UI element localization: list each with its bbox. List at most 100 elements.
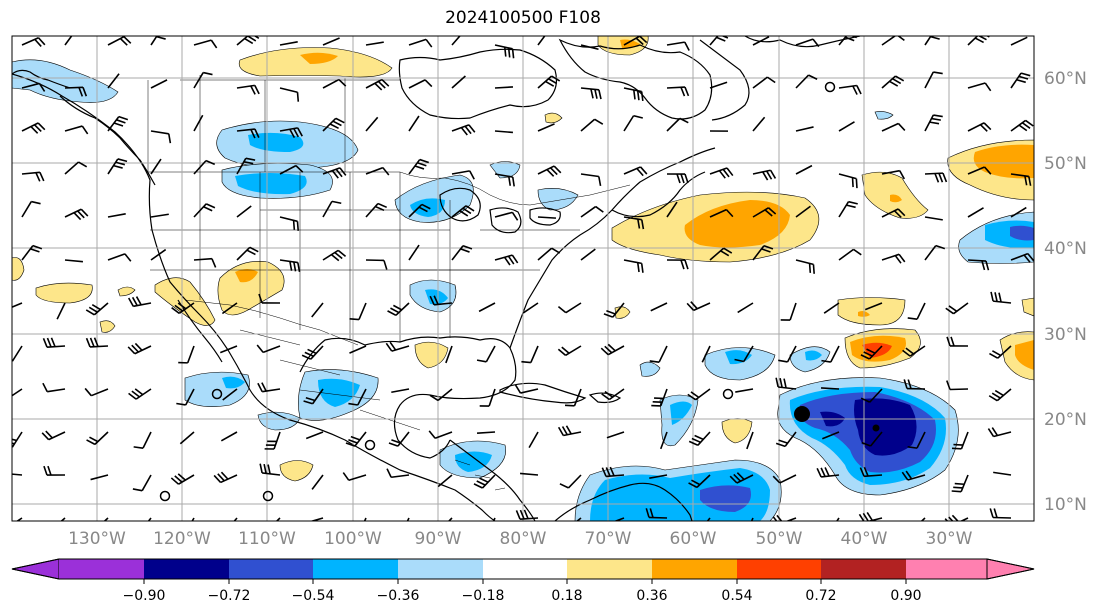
- wind-barb-staff: [519, 517, 539, 520]
- wind-barb-staff: [365, 78, 383, 89]
- wind-barb-feather: [894, 255, 902, 264]
- wind-barb-feather: [639, 36, 648, 44]
- wind-barb-staff: [437, 474, 453, 488]
- lon-label: 80°W: [500, 529, 547, 549]
- wind-barb-staff: [220, 431, 238, 442]
- wind-barb-staff: [365, 203, 379, 218]
- wind-barb-feather: [691, 479, 701, 486]
- wind-barb-feather: [392, 304, 403, 311]
- wind-barb-feather: [47, 465, 52, 476]
- wind-barb-feather: [545, 80, 555, 87]
- wind-barb-staff: [779, 474, 797, 484]
- wind-barb-feather: [934, 173, 940, 183]
- wind-barb-staff: [365, 166, 384, 175]
- wind-barb-staff: [322, 78, 340, 89]
- wind-barb-feather: [331, 170, 339, 179]
- wind-barb-feather: [0, 522, 7, 528]
- wind-barb-feather: [30, 248, 40, 253]
- wind-barb-staff: [778, 386, 797, 390]
- wind-barb-staff: [492, 517, 496, 521]
- colorbar-tick-label: −0.18: [462, 588, 505, 604]
- wind-barb-feather: [979, 124, 988, 132]
- wind-barb-feather: [377, 80, 386, 89]
- wind-barb-feather: [254, 85, 260, 95]
- wind-barb-feather: [990, 291, 994, 302]
- wind-barb-staff: [709, 208, 727, 218]
- wind-barb-feather: [549, 31, 558, 34]
- wind-barb-feather: [766, 170, 773, 180]
- wind-barb-feather: [503, 256, 511, 266]
- wind-barb-feather: [994, 292, 998, 302]
- wind-barb-staff: [967, 166, 985, 175]
- wind-barb-feather: [860, 397, 871, 403]
- colorbar-tick-label: 0.90: [890, 588, 921, 604]
- wind-barb-staff: [784, 431, 797, 447]
- wind-barb-feather: [511, 176, 515, 187]
- fill-neg-medium: [318, 378, 360, 407]
- colorbar-segment: [821, 559, 906, 579]
- wind-barb-feather: [821, 359, 831, 363]
- wind-barb-staff: [133, 302, 152, 308]
- fill-neg-medium: [425, 289, 448, 305]
- colorbar-tick-label: 0.72: [805, 588, 836, 604]
- colorbar-tick-label: 0.54: [721, 588, 752, 604]
- wind-barb-feather: [478, 533, 487, 534]
- wind-barb-feather: [946, 336, 951, 347]
- wind-barb-feather: [293, 128, 300, 138]
- wind-barb-feather: [609, 466, 615, 477]
- wind-barb-feather: [165, 36, 168, 37]
- wind-barb-staff: [107, 213, 126, 218]
- wind-barb-feather: [636, 90, 640, 101]
- wind-barb-feather: [641, 219, 645, 230]
- wind-barb-staff: [575, 517, 582, 521]
- wind-barb-feather: [557, 306, 567, 314]
- wind-barb-feather: [507, 255, 515, 265]
- wind-barb-feather: [123, 36, 132, 44]
- wind-barb-feather: [684, 41, 690, 51]
- wind-barb-feather: [606, 310, 616, 315]
- wind-barb-staff: [864, 302, 883, 311]
- wind-barb-staff: [56, 302, 66, 320]
- fill-pos-medium: [300, 52, 338, 64]
- wind-barb-feather: [30, 125, 39, 134]
- wind-barb-feather: [991, 392, 1001, 399]
- wind-barb-staff: [863, 474, 883, 478]
- wind-barb-staff: [322, 117, 337, 132]
- wind-barb-feather: [267, 464, 271, 475]
- wind-barb-feather: [303, 400, 313, 405]
- political-boundaries: [147, 75, 631, 491]
- calm-circle: [262, 490, 274, 502]
- wind-barb-feather: [951, 490, 962, 493]
- wind-barb-staff: [823, 302, 840, 314]
- wind-barb-feather: [604, 390, 614, 398]
- wind-barb-feather: [939, 36, 942, 37]
- wind-barb-staff: [64, 86, 84, 89]
- labrador: [699, 39, 750, 121]
- wind-barb-staff: [93, 302, 109, 316]
- wind-barb-feather: [736, 472, 745, 480]
- wind-barb-feather: [113, 122, 124, 127]
- wind-barb-feather: [948, 516, 954, 521]
- wind-barb-staff: [623, 166, 641, 175]
- wind-barb-staff: [967, 82, 986, 89]
- wind-barb-feather: [892, 78, 902, 85]
- wind-barb-staff: [408, 244, 420, 261]
- wind-barb-feather: [684, 86, 690, 97]
- wind-barb-staff: [537, 216, 557, 219]
- wind-barb-staff: [16, 517, 23, 521]
- wind-barb-staff: [193, 257, 213, 261]
- wind-barb-feather: [905, 347, 914, 355]
- wind-barb-feather: [820, 467, 826, 477]
- wind-barb-feather: [34, 38, 42, 47]
- wind-barb-feather: [905, 470, 913, 480]
- wind-barb-feather: [551, 247, 561, 254]
- wind-barb-feather: [176, 402, 186, 406]
- wind-barb-staff: [924, 172, 944, 175]
- wind-barb-staff: [1010, 173, 1029, 178]
- wind-barb-staff: [64, 36, 73, 46]
- wind-barb-staff: [193, 39, 212, 46]
- wind-barb-feather: [345, 442, 356, 447]
- wind-barb-staff: [870, 431, 883, 447]
- wind-barb-feather: [464, 125, 472, 135]
- wind-barb-feather: [119, 37, 128, 46]
